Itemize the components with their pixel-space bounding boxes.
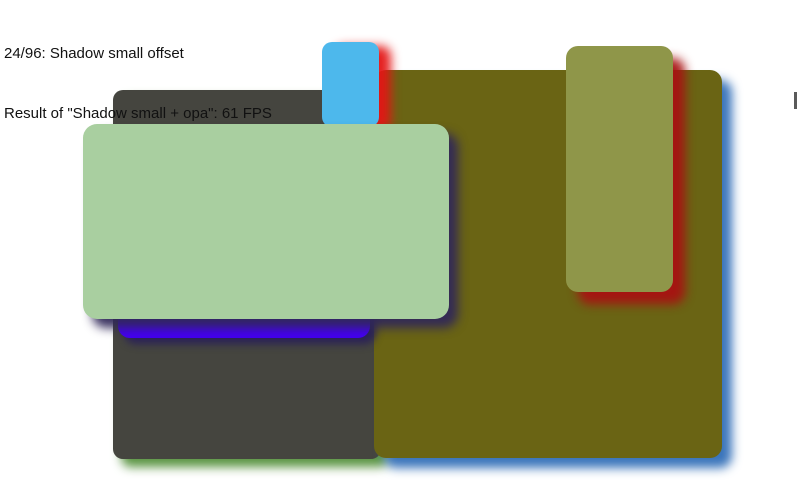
green-card xyxy=(83,124,449,319)
test-title-line: 24/96: Shadow small offset xyxy=(4,45,184,62)
edge-marker xyxy=(794,92,797,109)
header-text-block: 24/96: Shadow small offset Result of "Sh… xyxy=(4,4,272,164)
olive-small-panel xyxy=(566,46,673,292)
blue-card xyxy=(322,42,379,127)
test-result-line: Result of "Shadow small + opa": 61 FPS xyxy=(4,105,272,122)
